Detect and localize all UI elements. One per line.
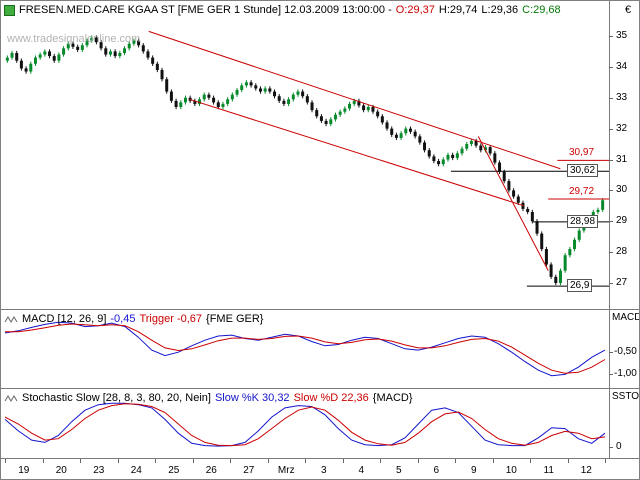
x-axis-label: 20 xyxy=(55,465,67,476)
panel-divider xyxy=(1,458,639,459)
time-tick xyxy=(42,459,44,463)
x-axis-label: 27 xyxy=(243,465,255,476)
time-tick xyxy=(530,459,531,463)
price-tick xyxy=(609,128,613,130)
instrument-title: FRESEN.MED.CARE KGAA ST [FME GER 1 Stund… xyxy=(19,4,392,16)
x-axis-label: 25 xyxy=(168,465,180,476)
price-tick xyxy=(609,159,613,161)
indicator-icon xyxy=(4,394,18,402)
ssto-tick-label: 0 xyxy=(616,441,622,452)
x-axis-label: 23 xyxy=(93,465,105,476)
x-axis-label: 4 xyxy=(358,465,365,476)
macd-value: -0,45 xyxy=(110,313,136,325)
main-chart-header: FRESEN.MED.CARE KGAA ST [FME GER 1 Stund… xyxy=(4,4,561,16)
price-tick-label: 35 xyxy=(616,30,628,41)
macd-trigger-value: Trigger -0,67 xyxy=(139,313,203,325)
x-axis-label: 24 xyxy=(130,465,142,476)
stochastic-header: Stochastic Slow [28, 8, 3, 80, 20, Nein]… xyxy=(4,392,413,404)
price-tick-label: 28 xyxy=(616,246,628,258)
price-tick xyxy=(609,252,613,254)
low-value: L:29,36 xyxy=(481,4,519,16)
macd-tick-label: -0,50 xyxy=(614,346,637,358)
x-axis-label: Mrz xyxy=(277,465,295,476)
price-tick-label: 34 xyxy=(616,60,628,72)
high-value: H:29,74 xyxy=(438,4,478,16)
price-level-label: 26,9 xyxy=(567,279,593,293)
price-tick-label: 27 xyxy=(616,277,628,288)
time-tick xyxy=(192,459,194,463)
close-value: C:29,68 xyxy=(522,4,561,16)
time-tick xyxy=(342,459,344,463)
time-tick xyxy=(605,459,606,463)
indicator-icon xyxy=(4,315,18,323)
x-axis-label: 3 xyxy=(320,465,327,476)
price-tick xyxy=(609,190,613,192)
open-value: O:29,37 xyxy=(395,4,435,16)
x-axis-label: 26 xyxy=(205,465,217,476)
x-axis-label: 9 xyxy=(470,465,477,476)
stochastic-scope: {MACD} xyxy=(372,392,413,404)
price-tick-label: 30 xyxy=(616,184,628,196)
time-tick xyxy=(417,459,419,463)
price-tick-label: 29 xyxy=(616,215,628,227)
x-axis-label: 10 xyxy=(505,465,517,476)
time-tick xyxy=(230,459,231,463)
price-level-label: 28,98 xyxy=(567,214,599,228)
price-tick-label: 31 xyxy=(616,153,628,165)
price-tick xyxy=(609,221,613,223)
time-tick xyxy=(117,459,119,463)
time-tick xyxy=(455,459,456,463)
time-tick xyxy=(267,459,269,463)
time-tick xyxy=(5,459,6,463)
price-level-label: 30,62 xyxy=(567,164,599,178)
price-tick-label: 33 xyxy=(616,91,628,103)
time-tick xyxy=(305,459,306,463)
x-axis-label: 12 xyxy=(580,465,592,476)
price-tick xyxy=(609,283,613,284)
watermark: www.tradesignalonline.com xyxy=(7,33,141,45)
price-tick xyxy=(609,97,613,99)
x-axis-label: 5 xyxy=(395,465,402,476)
time-tick xyxy=(380,459,381,463)
macd-tick-label: -1,00 xyxy=(614,367,637,379)
price-level-label: 29,72 xyxy=(567,186,597,198)
price-axis-title: € xyxy=(625,4,632,16)
macd-axis-title: MACD xyxy=(612,312,640,323)
time-tick xyxy=(492,459,494,463)
macd-header: MACD [12, 26, 9] -0,45 Trigger -0,67 {FM… xyxy=(4,313,263,325)
panel-divider xyxy=(1,388,639,389)
x-axis-label: 6 xyxy=(433,465,440,476)
macd-chart-canvas[interactable] xyxy=(1,310,609,388)
macd-tick xyxy=(609,373,613,375)
instrument-icon xyxy=(4,4,15,16)
x-axis-label: 11 xyxy=(543,465,554,476)
stochastic-chart-canvas[interactable] xyxy=(1,389,609,458)
price-tick-label: 32 xyxy=(616,122,628,134)
time-tick xyxy=(567,459,569,463)
main-chart-canvas[interactable] xyxy=(1,1,609,309)
price-level-label: 30,97 xyxy=(567,147,597,159)
time-tick xyxy=(155,459,156,463)
ssto-axis-title: SSTO xyxy=(612,391,640,402)
slow-d-value: Slow %D 22,36 xyxy=(293,392,369,404)
ssto-tick xyxy=(609,447,613,448)
macd-tick xyxy=(609,352,613,354)
price-axis-line xyxy=(609,1,610,459)
macd-scope: {FME GER} xyxy=(206,313,264,325)
price-tick xyxy=(609,36,613,37)
stochastic-name: Stochastic Slow [28, 8, 3, 80, 20, Nein] xyxy=(22,392,211,404)
x-axis-label: 19 xyxy=(18,465,30,476)
time-tick xyxy=(80,459,81,463)
slow-k-value: Slow %K 30,32 xyxy=(214,392,290,404)
macd-name: MACD [12, 26, 9] xyxy=(22,313,107,325)
panel-divider xyxy=(1,309,639,310)
price-tick xyxy=(609,66,613,68)
